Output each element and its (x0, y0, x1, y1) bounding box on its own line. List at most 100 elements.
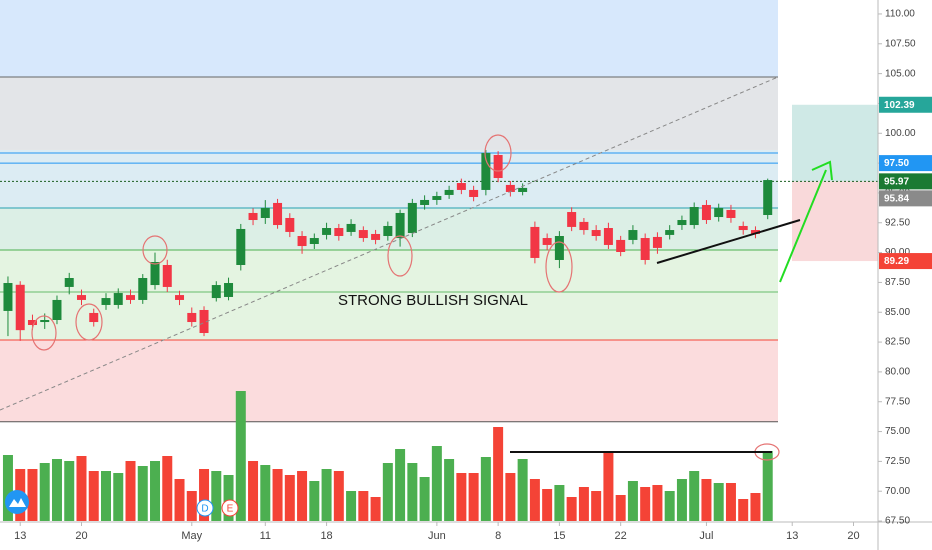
candle-body (505, 184, 515, 192)
price-marker (879, 155, 932, 172)
arrow-head (811, 160, 833, 181)
candle-body (726, 209, 736, 218)
price-marker-label: 102.39 (884, 100, 915, 111)
candle-body (420, 199, 430, 205)
candle-body (738, 225, 748, 231)
price-zone (0, 0, 778, 77)
candle-body (27, 320, 37, 326)
candle-body (358, 230, 368, 239)
volume-bar (137, 466, 148, 521)
y-tick-label: 107.50 (885, 38, 916, 49)
candle-body (297, 236, 307, 247)
volume-bar (480, 457, 491, 521)
y-tick-label: 110.00 (885, 9, 915, 20)
candle-body (260, 207, 270, 218)
candle-body (40, 320, 50, 323)
volume-bar (640, 487, 651, 521)
dashed-trendline (0, 76, 779, 411)
volume-bar (615, 495, 626, 521)
volume-bar (664, 491, 675, 521)
candle-body (677, 220, 687, 226)
y-axis-background (878, 0, 932, 550)
event-label[interactable]: D (201, 504, 208, 515)
y-tick-label: 85.00 (885, 307, 910, 318)
candle-body (334, 228, 344, 237)
x-tick-label: May (181, 530, 202, 542)
x-tick-label: 15 (553, 530, 565, 542)
candle-body (162, 264, 172, 287)
candle-body (689, 207, 699, 226)
y-tick-label: 92.50 (885, 217, 910, 228)
volume-bar (39, 463, 50, 521)
x-tick-label: 20 (75, 530, 87, 542)
volume-bar (333, 471, 344, 521)
candle-body (665, 230, 675, 235)
x-tick-label: 13 (14, 530, 26, 542)
volume-bar (321, 469, 332, 521)
event-label[interactable]: E (227, 504, 234, 515)
volume-bar (382, 463, 393, 521)
volume-bar (444, 459, 455, 521)
event-badge[interactable] (196, 499, 214, 517)
y-tick-label: 72.50 (885, 456, 910, 467)
volume-bar (627, 481, 638, 521)
candle-body (211, 285, 221, 299)
price-marker-label: 89.29 (884, 256, 909, 267)
volume-bar (150, 461, 161, 521)
circle-highlight (142, 235, 168, 265)
y-tick-label: 90.00 (885, 247, 910, 258)
volume-bar (701, 479, 712, 521)
volume-bar (762, 451, 773, 521)
candle-body (52, 299, 62, 321)
candle-body (407, 202, 417, 234)
candle-body (456, 183, 466, 190)
candle-body (469, 189, 479, 197)
logo[interactable] (5, 490, 29, 514)
candle-body (554, 236, 564, 260)
candle-body (3, 283, 13, 311)
price-marker (879, 190, 932, 207)
volume-bar (493, 427, 504, 521)
x-tick-label: 8 (495, 530, 501, 542)
volume-bar (211, 471, 222, 521)
volume-bar (517, 459, 528, 521)
y-tick-label: 77.50 (885, 396, 910, 407)
volume-bar (566, 497, 577, 521)
candle-body (175, 295, 185, 300)
background-layer (0, 0, 878, 423)
price-zone (0, 340, 778, 422)
circle-highlight (31, 315, 57, 351)
volume-bar (2, 455, 13, 521)
candle-body (628, 230, 638, 240)
arrow-line (779, 169, 827, 283)
volume-bar (713, 483, 724, 521)
y-tick-label: 105.00 (885, 68, 916, 79)
price-marker-label: 95.84 (884, 193, 909, 204)
volume-bar (235, 391, 246, 521)
circle-highlight (545, 241, 573, 293)
candle-body (701, 204, 711, 221)
volume-bar (309, 481, 320, 521)
candle-body (285, 217, 295, 232)
price-marker-label: 97.50 (884, 158, 909, 169)
x-tick-label: Jun (428, 530, 446, 542)
circle-highlight (484, 134, 512, 172)
y-tick-label: 75.00 (885, 426, 910, 437)
candle-body (444, 189, 454, 195)
candle-body (530, 226, 540, 258)
candle-body (126, 295, 136, 300)
volume-bar (272, 469, 283, 521)
volume-bar (689, 471, 700, 521)
volume-bar (64, 461, 75, 521)
candle-body (567, 212, 577, 227)
volume-bar (174, 479, 185, 521)
volume-bar (346, 491, 357, 521)
x-tick-label: 22 (615, 530, 627, 542)
position-target-zone (792, 104, 878, 182)
candle-body (714, 207, 724, 218)
x-axis-background (0, 522, 932, 550)
volume-bar (542, 489, 553, 521)
volume-bar (652, 485, 663, 521)
event-badge[interactable] (221, 499, 239, 517)
